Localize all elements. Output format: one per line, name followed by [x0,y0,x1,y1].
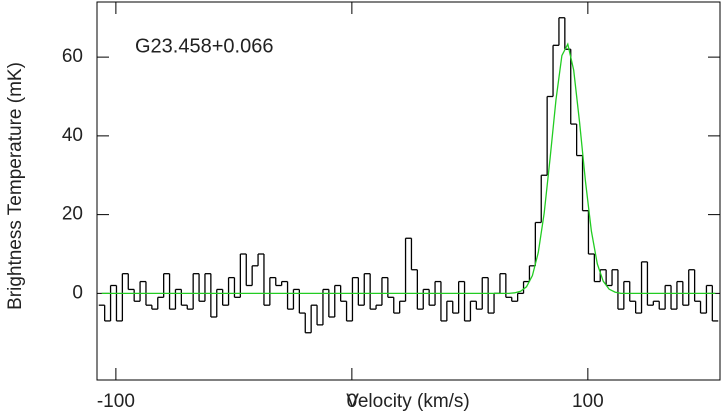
y-tick-label: 40 [62,125,83,146]
y-axis-label: Brightness Temperature (mK) [5,62,26,310]
x-tick-label: -100 [97,391,135,412]
fit-line [101,42,716,295]
x-tick-label: 0 [347,391,358,412]
plot-frame [96,1,721,381]
y-tick-label: 20 [62,204,83,225]
source-label: G23.458+0.066 [135,35,273,57]
x-tick-label: 100 [572,391,604,412]
y-tick-label: 0 [72,282,83,303]
y-tick-label: 60 [62,46,83,67]
x-axis-label: Velocity (km/s) [346,391,470,412]
